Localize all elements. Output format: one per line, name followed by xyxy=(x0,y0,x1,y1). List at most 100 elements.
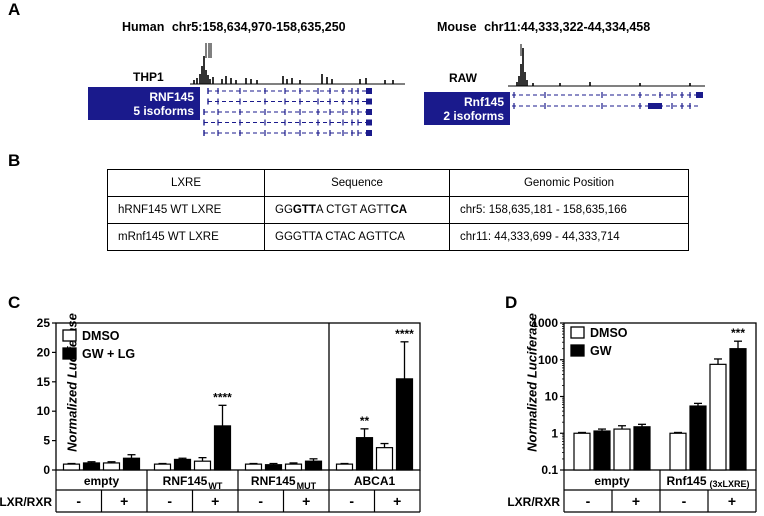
panel-d-chart: 0.1 1 10 100 1000 *** DMSO GW empty Rnf145 (3xLXRE… xyxy=(507,316,757,513)
row-sequence: GGGTTA CTGT AGTTCA xyxy=(264,196,450,224)
lxr-sign: - xyxy=(76,493,81,509)
panel-d-letter: D xyxy=(505,293,518,312)
y-tick-label: 20 xyxy=(37,345,51,359)
lxre-table: LXRE Sequence Genomic Position hRNF145 W… xyxy=(107,169,689,251)
group-label-main: RNF145 xyxy=(251,474,296,488)
lxr-sign: + xyxy=(632,493,640,509)
human-gene-box: RNF145 5 isoforms xyxy=(88,87,200,120)
significance-label: ** xyxy=(360,414,370,428)
group-label: empty xyxy=(84,474,120,488)
group-label-sub: (3xLXRE) xyxy=(710,479,750,489)
group-label-main: empty xyxy=(594,474,630,488)
row-name: hRNF145 WT LXRE xyxy=(107,196,265,224)
significance-label: **** xyxy=(395,327,414,341)
human-isoform-count: 5 isoforms xyxy=(133,104,194,118)
mouse-isoform-count: 2 isoforms xyxy=(443,109,504,123)
sequence-part: GGGTTA CTAC AGTTCA xyxy=(275,231,405,243)
table-header-lxre: LXRE xyxy=(107,169,265,197)
bar xyxy=(102,462,121,471)
sequence-bold-part: CA xyxy=(390,204,408,216)
table-row: mRnf145 WT LXRE GGGTTA CTAC AGTTCA chr11… xyxy=(107,223,689,251)
lxr-sign: + xyxy=(393,493,401,509)
table-header-row: LXRE Sequence Genomic Position xyxy=(107,169,689,197)
y-tick-label: 1000 xyxy=(531,316,558,330)
legend-swatch xyxy=(62,347,77,360)
lxr-sign: - xyxy=(682,493,687,509)
legend-label: GW xyxy=(590,344,612,358)
exon xyxy=(696,92,703,98)
human-label: Human xyxy=(122,20,165,34)
y-tick-label: 0.1 xyxy=(541,463,558,477)
exon xyxy=(648,103,662,109)
bar xyxy=(633,426,651,471)
significance-label: **** xyxy=(213,390,232,404)
y-tick-label: 10 xyxy=(37,404,51,418)
mouse-coords: chr11:44,333,322-44,334,458 xyxy=(484,20,651,34)
group-label-sub: MUT xyxy=(297,481,317,491)
thp1-track-label: THP1 xyxy=(133,70,164,84)
mouse-gene-models xyxy=(512,92,703,109)
sequence-bold-part: GTT xyxy=(292,204,316,216)
y-tick-label: 10 xyxy=(545,390,559,404)
lxr-sign: + xyxy=(728,493,736,509)
row-label: LXR/RXR xyxy=(0,495,52,509)
table-row: hRNF145 WT LXRE GGGTTA CTGT AGTTCA chr5:… xyxy=(107,196,689,224)
bar xyxy=(689,405,707,471)
row-position: chr5: 158,635,181 - 158,635,166 xyxy=(449,196,689,224)
bar xyxy=(355,437,374,471)
bar xyxy=(153,463,172,471)
genome-tracks xyxy=(190,43,705,136)
bar xyxy=(122,457,141,471)
y-tick-label: 25 xyxy=(37,316,51,330)
bar xyxy=(304,460,323,471)
raw-signal-track xyxy=(508,44,705,87)
lxr-sign: - xyxy=(167,493,172,509)
mouse-gene-name: Rnf145 xyxy=(463,95,504,109)
exon xyxy=(366,130,372,136)
row-label: LXR/RXR xyxy=(507,495,560,509)
exon xyxy=(366,98,372,105)
row-sequence: GGGTTA CTAC AGTTCA xyxy=(264,223,450,251)
group-label: empty xyxy=(594,474,630,488)
legend-swatch xyxy=(570,326,585,339)
legend-label: DMSO xyxy=(82,329,120,343)
legend-label: DMSO xyxy=(590,326,628,340)
significance-label: *** xyxy=(731,326,745,340)
human-gene-models xyxy=(203,88,372,136)
sequence-part: A CTGT AGTT xyxy=(315,204,391,216)
lxr-sign: + xyxy=(211,493,219,509)
bar xyxy=(573,432,591,471)
bar xyxy=(264,464,283,471)
lxr-sign: + xyxy=(302,493,310,509)
bar xyxy=(62,463,81,471)
lxr-sign: - xyxy=(258,493,263,509)
group-label: Rnf145 (3xLXRE) xyxy=(666,474,749,489)
group-label-sub: WT xyxy=(208,481,222,491)
y-tick-label: 0 xyxy=(43,463,50,477)
mouse-gene-box: Rnf145 2 isoforms xyxy=(424,92,510,125)
exon xyxy=(366,88,372,94)
lxr-sign: - xyxy=(586,493,591,509)
bar xyxy=(729,348,747,471)
legend-label: GW + LG xyxy=(82,347,135,361)
group-label-main: ABCA1 xyxy=(354,474,396,488)
bar xyxy=(375,447,394,471)
bar xyxy=(284,463,303,471)
table-header-position: Genomic Position xyxy=(449,169,689,197)
table-header-sequence: Sequence xyxy=(264,169,450,197)
raw-track-label: RAW xyxy=(449,71,477,85)
bar xyxy=(709,363,727,471)
legend-swatch xyxy=(570,344,585,357)
row-name: mRnf145 WT LXRE xyxy=(107,223,265,251)
exon xyxy=(366,109,372,115)
panel-a-letter: A xyxy=(8,0,21,19)
row-position: chr11: 44,333,699 - 44,333,714 xyxy=(449,223,689,251)
human-header: Human chr5:158,634,970-158,635,250 xyxy=(122,20,346,34)
mouse-label: Mouse xyxy=(437,20,477,34)
bar xyxy=(173,458,192,471)
group-label: RNF145MUT xyxy=(251,474,317,491)
group-label: ABCA1 xyxy=(354,474,396,488)
bar xyxy=(213,425,232,471)
bar xyxy=(613,428,631,471)
